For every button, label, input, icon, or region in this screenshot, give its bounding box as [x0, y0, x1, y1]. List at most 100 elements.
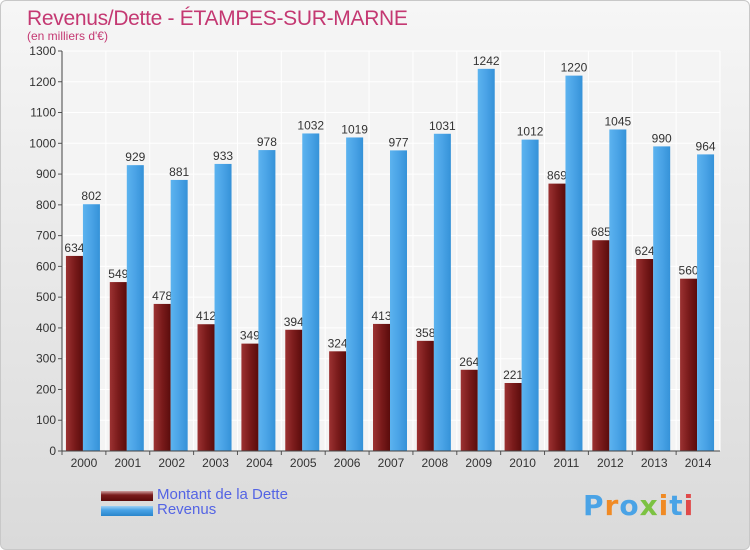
y-tick-label: 100 — [36, 413, 56, 427]
x-tick-label: 2007 — [378, 456, 405, 470]
data-label-revenus: 1032 — [297, 118, 324, 132]
bar-dette — [504, 383, 522, 451]
bar-dette — [680, 278, 698, 451]
data-label-revenus: 881 — [169, 165, 189, 179]
x-tick-label: 2011 — [554, 456, 580, 470]
bar-dette — [153, 303, 171, 451]
data-label-dette: 560 — [679, 264, 699, 278]
data-label-revenus: 1012 — [517, 125, 544, 139]
y-tick-label: 500 — [36, 290, 56, 304]
y-tick-label: 900 — [36, 167, 56, 181]
bar-dette — [373, 323, 390, 451]
data-label-dette: 324 — [328, 336, 348, 350]
data-label-dette: 412 — [196, 309, 216, 323]
y-tick-label: 200 — [36, 382, 56, 396]
x-tick-label: 2014 — [685, 456, 712, 470]
bar-revenus — [258, 150, 276, 452]
data-label-revenus: 990 — [652, 131, 672, 145]
x-tick-label: 2009 — [465, 456, 492, 470]
legend-swatch-dette — [101, 491, 153, 501]
x-tick-label: 2012 — [597, 456, 624, 470]
data-label-revenus: 1220 — [561, 61, 588, 75]
bar-revenus — [697, 154, 715, 451]
x-tick-label: 2004 — [246, 456, 273, 470]
x-tick-label: 2002 — [158, 456, 185, 470]
bar-dette — [416, 340, 434, 451]
y-tick-label: 800 — [36, 198, 56, 212]
data-label-dette: 413 — [371, 309, 391, 323]
data-label-dette: 358 — [415, 326, 435, 340]
bar-revenus — [565, 75, 583, 451]
bar-revenus — [346, 137, 364, 451]
data-label-revenus: 929 — [125, 150, 145, 164]
logo-letter: i — [658, 489, 670, 522]
data-label-revenus: 977 — [388, 135, 408, 149]
data-label-dette: 349 — [240, 329, 260, 343]
y-tick-label: 1000 — [29, 136, 56, 150]
data-label-revenus: 978 — [257, 135, 277, 149]
y-tick-label: 400 — [36, 321, 56, 335]
data-label-dette: 264 — [459, 355, 479, 369]
data-label-dette: 549 — [108, 267, 128, 281]
y-tick-label: 1100 — [30, 106, 56, 120]
data-label-dette: 478 — [152, 289, 172, 303]
bar-revenus — [214, 163, 232, 451]
logo-letter: t — [669, 489, 684, 522]
chart-title: Revenus/Dette - ÉTAMPES-SUR-MARNE — [27, 7, 408, 30]
legend-swatch-revenus — [101, 506, 153, 516]
bar-revenus — [82, 204, 100, 451]
data-label-dette: 394 — [284, 315, 304, 329]
proxiti-logo: Proxiti — [583, 489, 694, 522]
bar-revenus — [521, 139, 539, 451]
x-tick-label: 2001 — [114, 456, 141, 470]
data-label-dette: 634 — [64, 241, 84, 255]
x-tick-label: 2013 — [641, 456, 668, 470]
logo-letter: o — [619, 489, 640, 522]
legend-label-revenus: Revenus — [157, 501, 217, 518]
bar-dette — [197, 324, 215, 451]
y-tick-label: 0 — [49, 444, 56, 458]
data-label-dette: 221 — [503, 368, 523, 382]
bar-dette — [241, 343, 259, 451]
x-tick-label: 2010 — [509, 456, 536, 470]
legend-label-dette: Montant de la Dette — [157, 486, 288, 503]
x-tick-label: 2008 — [422, 456, 449, 470]
y-tick-label: 700 — [36, 229, 56, 243]
bar-dette — [460, 369, 478, 451]
bar-dette — [329, 351, 347, 451]
chart-subtitle: (en milliers d'€) — [27, 29, 108, 43]
data-label-revenus: 1045 — [604, 114, 631, 128]
y-tick-label: 1200 — [29, 75, 56, 89]
x-tick-label: 2005 — [290, 456, 317, 470]
logo-letter: r — [604, 489, 620, 522]
data-label-revenus: 933 — [213, 149, 233, 163]
data-label-dette: 624 — [635, 244, 655, 258]
bar-dette — [65, 255, 83, 451]
bar-revenus — [609, 129, 627, 451]
data-label-dette: 869 — [547, 169, 567, 183]
bar-revenus — [477, 68, 495, 451]
x-tick-label: 2003 — [202, 456, 229, 470]
bar-revenus — [653, 146, 671, 451]
y-tick-label: 300 — [36, 352, 56, 366]
data-label-revenus: 964 — [696, 139, 716, 153]
bar-revenus — [390, 150, 407, 451]
bar-dette — [548, 183, 566, 451]
bar-revenus — [302, 133, 320, 451]
bar-dette — [636, 259, 654, 451]
data-label-revenus: 1019 — [341, 122, 368, 136]
bar-revenus — [126, 165, 144, 451]
data-label-dette: 685 — [591, 225, 611, 239]
bar-revenus — [433, 133, 451, 451]
logo-letter: x — [639, 489, 659, 522]
logo-letter: P — [583, 489, 605, 522]
y-tick-label: 1300 — [29, 44, 56, 58]
bar-dette — [592, 240, 610, 451]
logo-letter: i — [683, 489, 695, 522]
data-label-revenus: 1031 — [429, 119, 456, 133]
data-label-revenus: 1242 — [473, 54, 500, 68]
data-label-revenus: 802 — [81, 189, 101, 203]
bar-revenus — [170, 179, 188, 451]
